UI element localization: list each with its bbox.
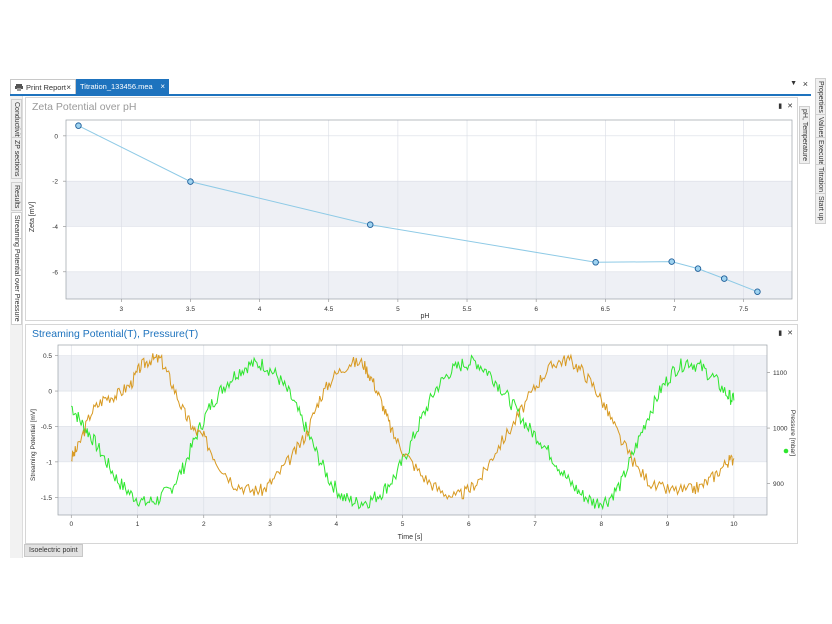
- streaming-chart-panel: Streaming Potential(T), Pressure(T) ▮ ✕ S…: [25, 324, 798, 544]
- data-point: [366, 221, 374, 228]
- x-tick-label: 4.5: [324, 306, 333, 313]
- pressure-legend-marker: [783, 448, 789, 454]
- panel-controls: ▮ ✕: [773, 102, 793, 110]
- plot-frame: [65, 119, 793, 300]
- data-point: [720, 275, 728, 282]
- data-point: [592, 259, 599, 266]
- data-point: [75, 122, 82, 129]
- x-tick-label: 4: [334, 521, 338, 528]
- y2-tick-label: 1100: [773, 370, 787, 377]
- x-tick-label: 10: [730, 521, 738, 528]
- bottom-tab-isoelectric-point[interactable]: Isoelectric point: [24, 544, 83, 557]
- side-tab-titration[interactable]: Titration: [815, 164, 826, 196]
- streaming-potential-series-line: [71, 353, 735, 501]
- close-icon[interactable]: ×: [66, 83, 71, 92]
- side-tab-properties[interactable]: Properties: [815, 78, 826, 116]
- x-tick-label: 9: [666, 521, 670, 528]
- chart-title: Streaming Potential(T), Pressure(T): [32, 328, 199, 340]
- grid-band: [66, 181, 792, 227]
- x-tick-label: 4: [258, 306, 262, 313]
- x-tick-label: 7: [533, 521, 537, 528]
- y-axis-label: Streaming Potential [mV]: [30, 409, 37, 481]
- y2-tick-label: 1000: [773, 426, 788, 433]
- tab-label: Print Report: [26, 83, 67, 92]
- y-tick-label: -2: [52, 179, 58, 186]
- y-tick-label: -1.5: [41, 495, 53, 502]
- x-tick-label: 8: [600, 521, 604, 528]
- side-tab-zp-sections[interactable]: ZP sections: [11, 137, 22, 180]
- y2-tick-label: 900: [773, 481, 784, 488]
- chevron-down-icon[interactable]: ▼: [790, 80, 797, 87]
- grid-band: [58, 426, 767, 462]
- pin-icon[interactable]: ▮: [778, 103, 783, 110]
- x-tick-label: 7: [673, 306, 677, 313]
- x-tick-label: 2: [202, 521, 206, 528]
- x-tick-label: 6.5: [601, 306, 610, 313]
- data-point: [754, 288, 761, 295]
- x-tick-label: 7.5: [739, 306, 748, 313]
- grid-band: [58, 497, 767, 515]
- close-icon[interactable]: ×: [802, 79, 808, 89]
- x-tick-label: 5: [401, 521, 405, 528]
- side-tab-results[interactable]: Results: [11, 182, 22, 212]
- close-icon[interactable]: ✕: [787, 103, 793, 110]
- side-tab-ph-temperature[interactable]: pH, Temperature: [799, 106, 810, 165]
- pin-icon[interactable]: ▮: [778, 330, 783, 337]
- chart-title: Zeta Potential over pH: [32, 101, 137, 113]
- app-window: Print Report × Titration_133456.mea × ▼ …: [10, 78, 811, 558]
- printer-icon: [15, 84, 23, 91]
- x-tick-label: 3: [120, 306, 124, 313]
- side-tab-streaming-potential-over-pressure[interactable]: Streaming Potential over Pressure: [11, 212, 22, 325]
- y-tick-label: -0.5: [41, 424, 53, 431]
- side-tab-start-up[interactable]: Start up: [815, 193, 826, 224]
- streaming-chart: Streaming Potential [mV] Pressure [mbar]…: [30, 344, 796, 541]
- plot-frame: [57, 344, 768, 516]
- zeta-chart: Zeta [mV] pH 3 3.5 4 4.5 5 5.5 6 6.5 7 7.5 0 -2 -4 -6: [29, 119, 793, 320]
- x-tick-label: 3: [268, 521, 272, 528]
- y-tick-label: 0: [54, 133, 58, 140]
- document-tabstrip: Print Report × Titration_133456.mea × ▼ …: [10, 78, 811, 96]
- y2-axis-label: Pressure [mbar]: [789, 410, 796, 456]
- data-point: [668, 258, 675, 265]
- y-tick-label: -1: [46, 459, 52, 466]
- left-side-tabbar: Conductivity ZP sections Results Streami…: [10, 96, 23, 558]
- x-axis-label: Time [s]: [398, 534, 423, 541]
- y-tick-label: 0.5: [43, 353, 52, 360]
- x-tick-label: 0: [69, 521, 73, 528]
- close-icon[interactable]: ✕: [787, 330, 793, 337]
- y-axis-label: Zeta [mV]: [29, 202, 36, 232]
- y-tick-label: -4: [52, 224, 58, 231]
- x-tick-label: 5: [396, 306, 400, 313]
- tab-print-report[interactable]: Print Report ×: [10, 79, 76, 94]
- data-point: [694, 265, 702, 272]
- x-tick-label: 6: [534, 306, 538, 313]
- tab-label: Titration_133456.mea: [80, 82, 153, 91]
- x-tick-label: 3.5: [186, 306, 195, 313]
- tab-titration-file[interactable]: Titration_133456.mea ×: [76, 79, 169, 94]
- grid-band: [66, 271, 792, 299]
- y-tick-label: -6: [52, 269, 58, 276]
- x-tick-label: 6: [467, 521, 471, 528]
- x-tick-label: 1: [136, 521, 140, 528]
- close-icon[interactable]: ×: [160, 82, 165, 91]
- x-axis-label: pH: [421, 313, 430, 320]
- grid-band: [58, 355, 767, 392]
- data-point: [187, 178, 194, 185]
- y-tick-label: 0: [48, 389, 52, 396]
- zeta-chart-panel: Zeta Potential over pH ▮ ✕ Zeta [mV] pH 3…: [25, 97, 798, 321]
- x-tick-label: 5.5: [463, 306, 472, 313]
- panel-controls: ▮ ✕: [773, 329, 793, 337]
- zeta-series-line: [78, 125, 758, 293]
